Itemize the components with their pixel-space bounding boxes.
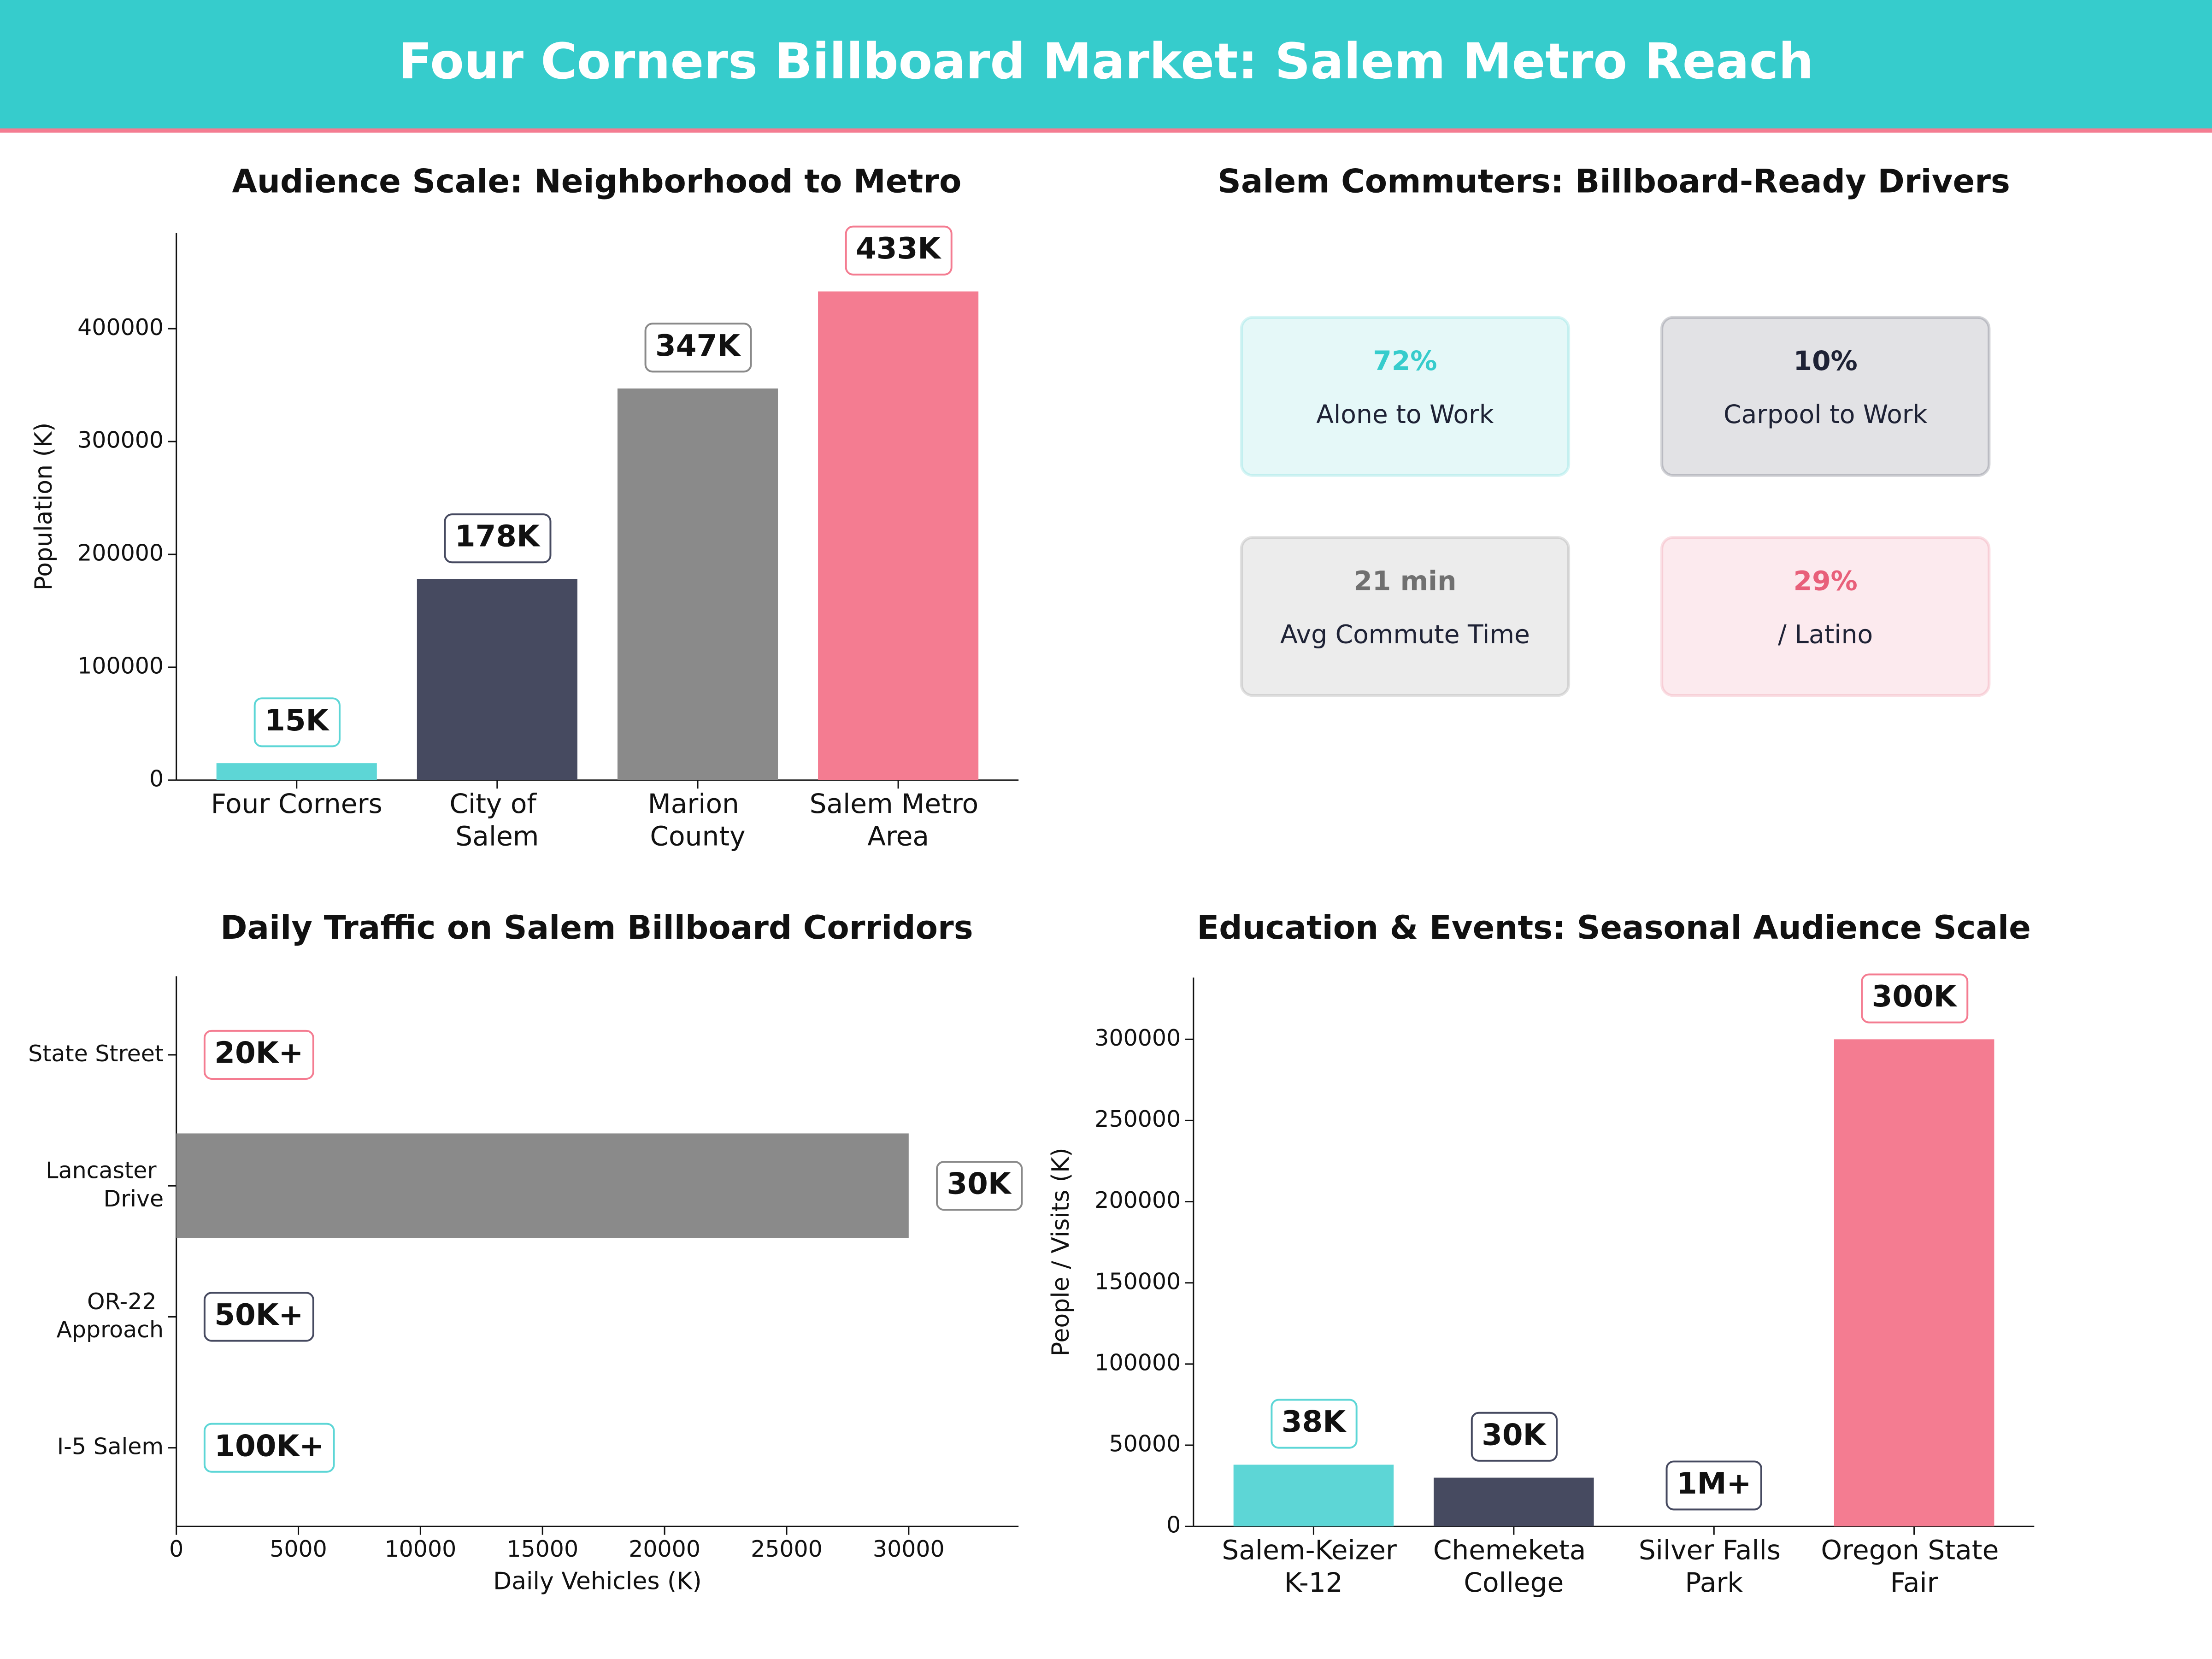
y-tick-label: 0 [149,765,164,792]
y-tick-label: OR-22 Approach [56,1288,164,1342]
y-tick-label: 200000 [1094,1187,1181,1213]
y-tick-label: 200000 [77,540,164,566]
label-box [1665,1460,1762,1511]
value-label: 433K [856,231,941,266]
x-tick-label: 0 [169,1536,183,1562]
kpi-value: 10% [1794,345,1858,377]
chart-title: Education & Events: Seasonal Audience Sc… [1197,909,2031,947]
kpi-label: / Latino [1778,620,1873,649]
label-box [253,697,341,747]
label-box [1861,973,1969,1024]
bar [1434,1477,1594,1527]
label-box [203,1030,314,1080]
y-tick-label: 100000 [77,653,164,679]
bar [176,1133,909,1238]
label-box [845,225,953,276]
label-box [203,1423,335,1473]
y-tick-label: 0 [1166,1512,1181,1538]
bar [818,291,979,780]
chart-title: Salem Commuters: Billboard-Ready Drivers [1218,162,2010,200]
y-axis-label: People / Visits (K) [1047,1147,1075,1356]
y-tick-label: 300000 [77,427,164,453]
chart-title: Audience Scale: Neighborhood to Metro [232,162,961,200]
value-label: 300K [1872,979,1958,1014]
y-tick-label: 50000 [1109,1431,1181,1457]
value-label: 50K+ [214,1298,303,1332]
value-label: 20K+ [214,1035,303,1070]
label-box [444,513,552,564]
kpi-card [1660,536,1991,697]
y-tick-label: 150000 [1094,1268,1181,1294]
y-tick-label: I-5 Salem [57,1433,164,1459]
x-tick-label: 30000 [873,1536,945,1562]
x-tick-label: 5000 [270,1536,327,1562]
x-tick-label: 15000 [506,1536,578,1562]
value-label: 30K [1482,1418,1547,1452]
chart-title: Daily Traffic on Salem Billboard Corrido… [220,909,973,947]
x-tick-label: 20000 [629,1536,700,1562]
value-label: 15K [265,703,329,738]
value-label: 38K [1282,1405,1347,1439]
label-box [644,323,752,373]
x-tick-label: Marion County [648,788,748,852]
y-tick-label: Lancaster Drive [46,1157,164,1212]
bar [417,579,577,780]
y-tick-label: 100000 [1094,1349,1181,1376]
y-tick-label: 300000 [1094,1025,1181,1051]
kpi-value: 72% [1373,345,1437,377]
x-tick-label: Oregon State Fair [1821,1534,2007,1598]
x-tick-label: Chemeketa College [1433,1534,1594,1598]
x-tick-label: 25000 [751,1536,823,1562]
label-box [936,1161,1023,1211]
x-tick-label: Salem Metro Area [810,788,987,852]
kpi-value: 29% [1794,565,1858,596]
kpi-card [1660,316,1991,477]
value-label: 100K+ [214,1429,324,1463]
bar [1233,1465,1394,1527]
header-band [0,0,2212,130]
x-tick-label: City of Salem [449,788,545,852]
x-axis-label: Daily Vehicles (K) [493,1568,702,1595]
bar [216,763,377,780]
kpi-card [1240,316,1571,477]
value-label: 347K [655,329,741,363]
y-tick-label: State Street [28,1040,164,1066]
value-label: 178K [455,519,541,554]
kpi-label: Avg Commute Time [1280,620,1530,649]
label-box [1471,1412,1558,1462]
kpi-label: Alone to Work [1316,400,1494,429]
kpi-value: 21 min [1353,565,1456,596]
bar [1834,1039,1994,1527]
x-tick-label: 10000 [384,1536,456,1562]
label-box [203,1292,314,1342]
y-axis-label: Population (K) [30,423,58,591]
value-label: 30K [947,1167,1012,1201]
x-tick-label: Salem-Keizer K-12 [1222,1534,1405,1598]
label-box [1271,1399,1358,1449]
value-label: 1M+ [1677,1466,1752,1501]
header-rule [0,128,2212,133]
x-tick-label: Four Corners [211,788,382,819]
y-tick-label: 250000 [1094,1106,1181,1132]
x-tick-label: Silver Falls Park [1639,1534,1789,1598]
bar [617,388,778,780]
y-tick-label: 400000 [77,314,164,341]
kpi-card [1240,536,1571,697]
page-title: Four Corners Billboard Market: Salem Met… [398,33,1813,90]
kpi-label: Carpool to Work [1724,400,1928,429]
